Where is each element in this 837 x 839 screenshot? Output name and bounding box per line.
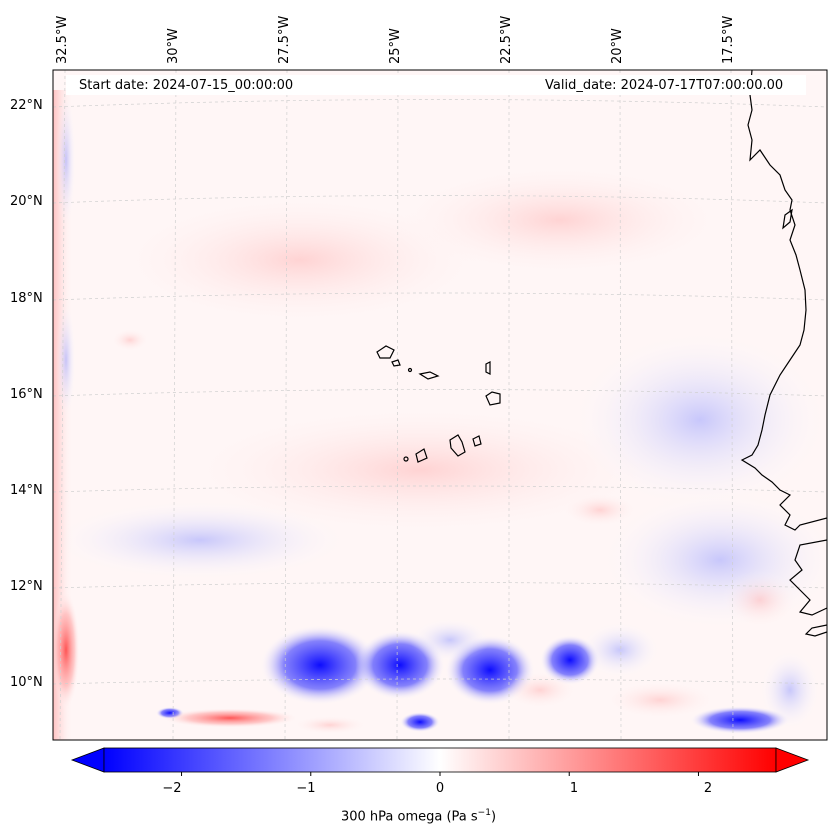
colorbar-title-end: ) [490, 809, 497, 825]
colorbar-gradient [103, 747, 777, 773]
colorbar-tick-label: −2 [162, 781, 182, 796]
colorbar-tick-label: 0 [435, 781, 445, 796]
valid-date: Valid_date: 2024-07-17T07:00:00.00 [545, 78, 784, 93]
colorbar-title: 300 hPa omega (Pa s−1) [0, 808, 837, 824]
colorbar-title-text: 300 hPa omega (Pa s [340, 809, 478, 825]
start-date: Start date: 2024-07-15_00:00:00 [79, 78, 294, 93]
lat-label: 18°N [10, 291, 43, 306]
lon-label: 20°W [610, 28, 625, 64]
map-frame [52, 69, 828, 741]
colorbar-tick-label: 2 [703, 781, 713, 796]
colorbar-title-sup: −1 [477, 808, 491, 818]
omega-field [53, 70, 827, 740]
colorbar-tick-label: −1 [296, 781, 316, 796]
colorbar [70, 747, 810, 776]
coastline [740, 70, 827, 637]
lon-label: 25°W [388, 28, 403, 64]
lon-label: 17.5°W [721, 15, 736, 64]
lat-label: 10°N [10, 675, 43, 690]
lat-label: 12°N [10, 579, 43, 594]
lat-label: 16°N [10, 387, 43, 402]
lon-label: 22.5°W [499, 15, 514, 64]
lat-label: 22°N [10, 98, 43, 113]
lon-label: 30°W [166, 28, 181, 64]
colorbar-tick-label: 1 [569, 781, 579, 796]
lat-label: 14°N [10, 483, 43, 498]
lat-label: 20°N [10, 194, 43, 209]
lon-label: 32.5°W [55, 15, 70, 64]
colorbar-min-extend [70, 747, 105, 773]
colorbar-max-extend [775, 747, 810, 773]
lon-label: 27.5°W [277, 15, 292, 64]
cape-verde-islands [376, 345, 501, 463]
header-band [66, 75, 806, 95]
